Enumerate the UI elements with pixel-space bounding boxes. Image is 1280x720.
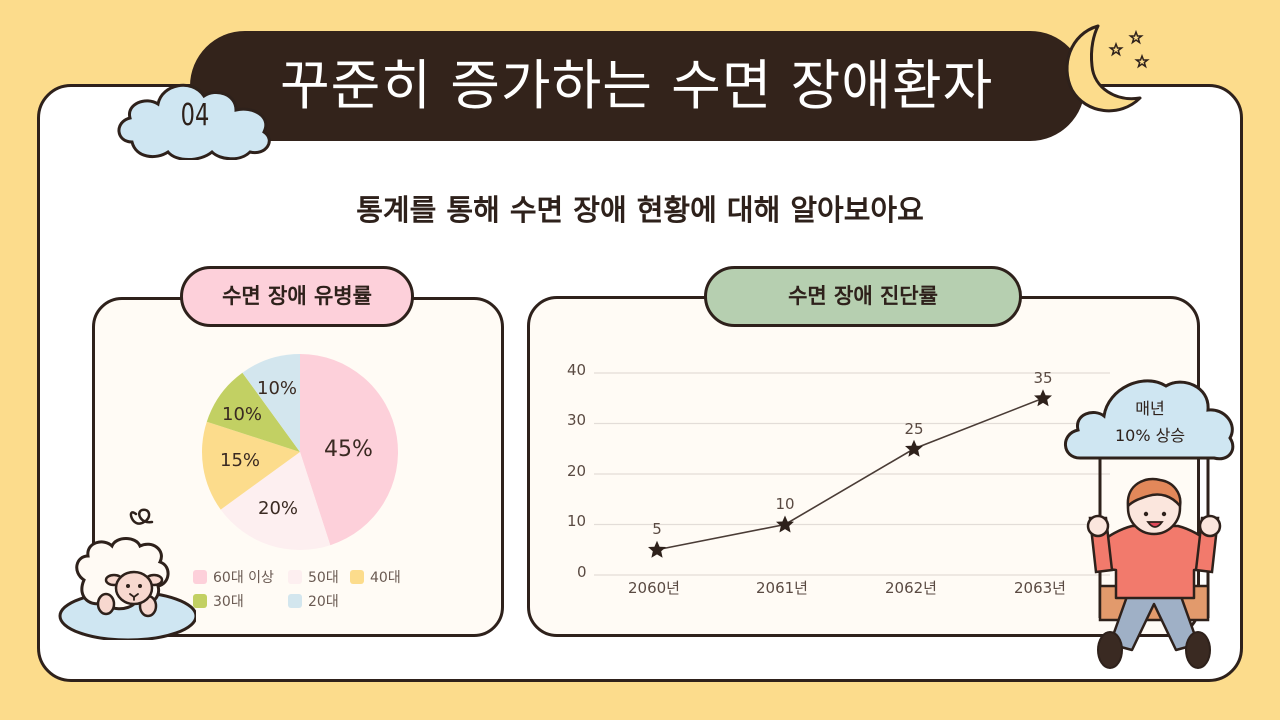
slide-number: 04	[180, 98, 210, 133]
legend-item-30s: 30대	[193, 591, 244, 611]
data-label: 10	[775, 495, 795, 513]
x-tick: 2061년	[756, 579, 808, 597]
stars-icon	[1108, 30, 1150, 69]
callout-line2: 10% 상승	[1114, 426, 1186, 445]
y-tick: 0	[577, 563, 587, 581]
pie-slice-20s	[242, 354, 300, 452]
y-tick: 40	[567, 361, 587, 379]
star-marker-icon	[648, 540, 666, 558]
slide-subtitle: 통계를 통해 수면 장애 현황에 대해 알아보아요	[356, 193, 924, 227]
y-tick: 20	[567, 462, 587, 480]
pie-chart	[201, 354, 399, 551]
legend-label: 50대	[308, 570, 339, 586]
legend-item-40s: 40대	[350, 567, 401, 587]
pie-slice-40s	[201, 421, 300, 510]
y-tick: 30	[567, 411, 587, 429]
star-marker-icon	[776, 515, 794, 533]
slide-title: 꾸준히 증가하는 수면 장애환자	[280, 54, 994, 117]
pie-label-30s: 10%	[222, 404, 263, 425]
x-tick: 2062년	[885, 579, 937, 597]
data-label: 25	[904, 420, 924, 438]
pie-slice-60s	[300, 354, 399, 546]
line-chart	[594, 372, 1110, 576]
x-tick: 2060년	[628, 579, 680, 597]
diagnosis-header: 수면 장애 진단률	[704, 266, 1022, 327]
legend-swatch	[288, 570, 302, 584]
legend-item-60s: 60대 이상	[193, 567, 274, 587]
legend-label: 30대	[213, 594, 244, 610]
legend-item-50s: 50대	[288, 567, 339, 587]
pie-slice-50s	[220, 452, 331, 551]
legend-label: 20대	[308, 594, 339, 610]
moon-icon	[1065, 24, 1142, 113]
pie-slice-30s	[206, 372, 300, 452]
legend-swatch	[350, 570, 364, 584]
legend-swatch	[288, 594, 302, 608]
y-tick: 10	[567, 512, 587, 530]
star-marker-icon	[905, 439, 923, 457]
x-tick: 2063년	[1014, 579, 1066, 597]
prevalence-header: 수면 장애 유병률	[180, 266, 414, 327]
pie-label-50s: 20%	[258, 498, 299, 519]
boy-on-swing-illustration	[1064, 379, 1235, 669]
data-label: 35	[1033, 369, 1053, 387]
legend-swatch	[193, 570, 207, 584]
legend-label: 40대	[370, 570, 401, 586]
sheep-icon	[58, 508, 196, 640]
pie-label-20s: 10%	[257, 378, 298, 399]
star-marker-icon	[1034, 389, 1052, 407]
legend-item-20s: 20대	[288, 591, 339, 611]
cloud-icon	[117, 83, 271, 160]
pie-label-60s: 45%	[324, 437, 373, 462]
legend-label: 60대 이상	[213, 570, 274, 586]
title-bar	[190, 31, 1085, 141]
diagnosis-panel	[527, 296, 1200, 637]
data-label: 5	[652, 520, 662, 538]
legend-swatch	[193, 594, 207, 608]
callout-line1: 매년	[1135, 399, 1165, 418]
pie-label-40s: 15%	[220, 450, 261, 471]
